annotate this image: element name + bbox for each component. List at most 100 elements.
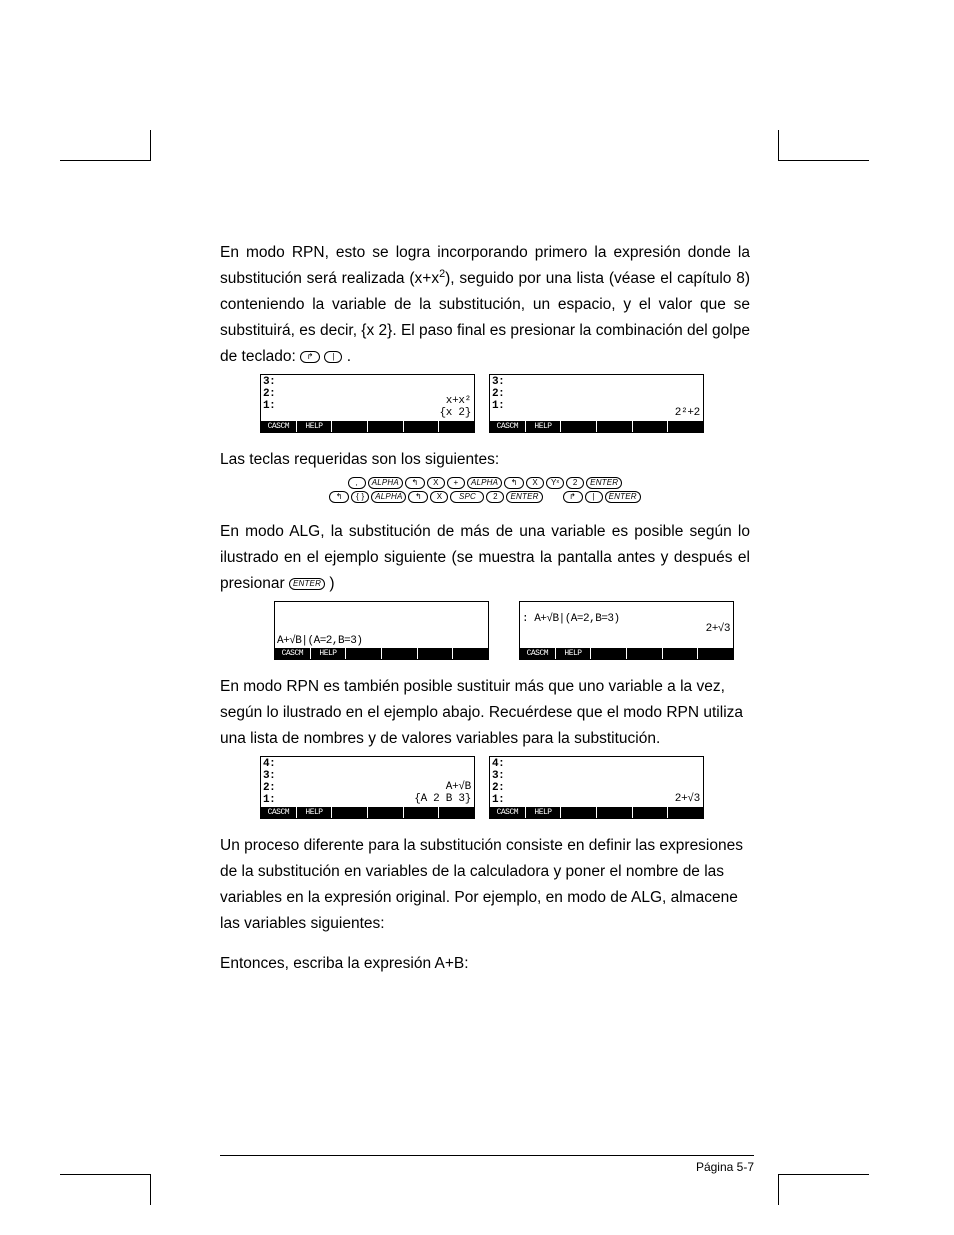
footer-rule xyxy=(220,1155,754,1156)
paragraph: Entonces, escriba la expresión A+B: xyxy=(220,951,750,977)
softkey: CASCM xyxy=(261,421,297,432)
softkey xyxy=(404,421,440,432)
crop-mark xyxy=(778,130,869,161)
softkey xyxy=(591,648,627,659)
enter-key-icon: ENTER xyxy=(605,491,641,503)
x-key-icon: X xyxy=(430,491,448,503)
calc-screenshot: A+√B|(A=2,B=3) CASCM HELP xyxy=(274,601,489,660)
calc-screenshot-row: A+√B|(A=2,B=3) CASCM HELP : A+√B|(A=2,B=… xyxy=(220,601,750,660)
softkey xyxy=(346,648,382,659)
alpha-key-icon: ALPHA xyxy=(371,491,406,503)
softkey xyxy=(668,421,703,432)
tick-key-icon: ‚ xyxy=(348,477,366,489)
page-number: Página 5-7 xyxy=(696,1160,754,1174)
enter-key-icon: ENTER xyxy=(289,578,325,590)
softkey xyxy=(368,807,404,818)
softkey xyxy=(404,807,440,818)
softkey xyxy=(368,421,404,432)
softkey: CASCM xyxy=(261,807,297,818)
pipe-key-icon: | xyxy=(324,351,342,363)
softkey-bar: CASCM HELP xyxy=(520,648,733,659)
left-shift-key-icon: ↰ xyxy=(405,477,425,489)
text: ) xyxy=(325,575,334,592)
softkey xyxy=(668,807,703,818)
softkey xyxy=(382,648,418,659)
softkey xyxy=(597,807,633,818)
key-sequence-row: ↰ { } ALPHA ↰ X SPC 2 ENTER ↱ | ENTER xyxy=(220,491,750,503)
calc-screenshot: 3: 2: 1: 2²+2 CASCM HELP xyxy=(489,374,704,433)
softkey xyxy=(332,807,368,818)
softkey xyxy=(633,421,669,432)
enter-key-icon: ENTER xyxy=(506,491,542,503)
alg-entry: A+√B|(A=2,B=3) xyxy=(277,636,362,647)
calc-screenshot: 4: 3: 2: 1: A+√B {A 2 B 3} CASCM HELP xyxy=(260,756,475,819)
softkey xyxy=(627,648,663,659)
softkey: CASCM xyxy=(490,807,526,818)
alpha-key-icon: ALPHA xyxy=(368,477,403,489)
softkey xyxy=(597,421,633,432)
crop-mark xyxy=(778,1174,869,1205)
enter-key-icon: ENTER xyxy=(586,477,622,489)
alpha-key-icon: ALPHA xyxy=(467,477,502,489)
paragraph: En modo RPN es también posible sustituir… xyxy=(220,674,750,752)
softkey xyxy=(439,807,474,818)
softkey xyxy=(418,648,454,659)
two-key-icon: 2 xyxy=(566,477,584,489)
stack-values: 2²+2 xyxy=(675,407,700,419)
softkey: CASCM xyxy=(275,648,311,659)
calc-screenshot: : A+√B|(A=2,B=3) 2+√3 CASCM HELP xyxy=(519,601,734,660)
softkey-bar: CASCM HELP xyxy=(275,648,488,659)
softkey: HELP xyxy=(556,648,592,659)
softkey-bar: CASCM HELP xyxy=(490,807,703,818)
softkey xyxy=(698,648,733,659)
alg-result: 2+√3 xyxy=(706,624,730,635)
softkey xyxy=(332,421,368,432)
key-sequence-row: ‚ ALPHA ↰ X + ALPHA ↰ X Yˣ 2 ENTER xyxy=(220,477,750,489)
paragraph: Un proceso diferente para la substitució… xyxy=(220,833,750,937)
softkey: CASCM xyxy=(490,421,526,432)
softkey: HELP xyxy=(311,648,347,659)
softkey xyxy=(561,807,597,818)
stack-labels: 4: 3: 2: 1: xyxy=(492,758,504,806)
softkey xyxy=(633,807,669,818)
crop-mark xyxy=(60,130,151,161)
right-shift-key-icon: ↱ xyxy=(300,351,320,363)
x-key-icon: X xyxy=(526,477,544,489)
softkey: HELP xyxy=(297,421,333,432)
alg-history: : A+√B|(A=2,B=3) xyxy=(522,614,620,625)
stack-values: A+√B {A 2 B 3} xyxy=(414,781,471,805)
braces-key-icon: { } xyxy=(351,491,369,503)
softkey: CASCM xyxy=(520,648,556,659)
calc-screenshot: 3: 2: 1: x+x² {x 2} CASCM HELP xyxy=(260,374,475,433)
paragraph: Las teclas requeridas son los siguientes… xyxy=(220,447,750,473)
calc-screenshot: 4: 3: 2: 1: 2+√3 CASCM HELP xyxy=(489,756,704,819)
softkey xyxy=(561,421,597,432)
softkey xyxy=(439,421,474,432)
softkey-bar: CASCM HELP xyxy=(261,807,474,818)
softkey xyxy=(453,648,488,659)
softkey-bar: CASCM HELP xyxy=(490,421,703,432)
pipe-key-icon: | xyxy=(585,491,603,503)
softkey xyxy=(663,648,699,659)
plus-key-icon: + xyxy=(447,477,465,489)
stack-labels: 3: 2: 1: xyxy=(492,376,504,412)
softkey: HELP xyxy=(526,807,562,818)
paragraph: En modo RPN, esto se logra incorporando … xyxy=(220,240,750,370)
left-shift-key-icon: ↰ xyxy=(408,491,428,503)
x-key-icon: X xyxy=(427,477,445,489)
stack-labels: 3: 2: 1: xyxy=(263,376,275,412)
stack-values: 2+√3 xyxy=(675,793,700,805)
stack-values: x+x² {x 2} xyxy=(439,395,471,419)
yx-key-icon: Yˣ xyxy=(546,477,564,489)
right-shift-key-icon: ↱ xyxy=(563,491,583,503)
crop-mark xyxy=(60,1174,151,1205)
left-shift-key-icon: ↰ xyxy=(329,491,349,503)
softkey-bar: CASCM HELP xyxy=(261,421,474,432)
left-shift-key-icon: ↰ xyxy=(504,477,524,489)
spc-key-icon: SPC xyxy=(450,491,484,503)
softkey: HELP xyxy=(297,807,333,818)
calc-screenshot-row: 3: 2: 1: x+x² {x 2} CASCM HELP 3: 2: 1: … xyxy=(220,374,750,433)
stack-labels: 4: 3: 2: 1: xyxy=(263,758,275,806)
two-key-icon: 2 xyxy=(486,491,504,503)
softkey: HELP xyxy=(526,421,562,432)
